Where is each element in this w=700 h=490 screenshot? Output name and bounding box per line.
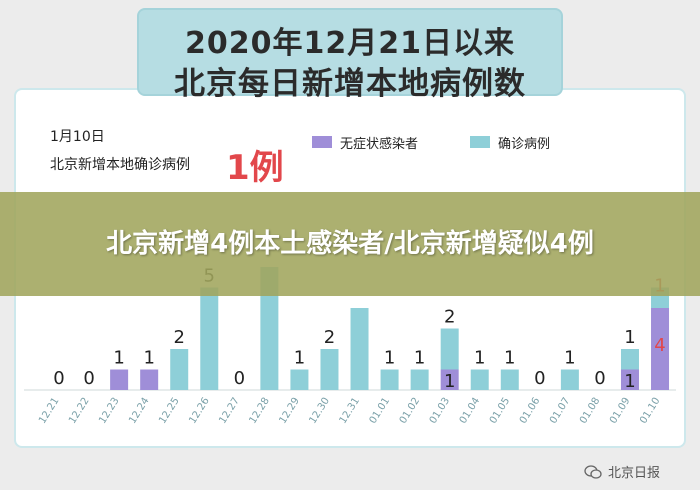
bar-confirmed <box>501 370 519 391</box>
x-tick-label: 01.08 <box>578 396 603 426</box>
x-tick-label: 12.24 <box>127 396 152 426</box>
headline-banner: 北京新增4例本土感染者/北京新增疑似4例 <box>0 192 700 296</box>
data-label: 1 <box>414 348 425 369</box>
x-tick-label: 12.21 <box>37 396 62 426</box>
data-label: 1 <box>113 348 124 369</box>
data-label: 1 <box>444 371 455 392</box>
x-tick-label: 12.25 <box>157 396 182 426</box>
data-label: 2 <box>324 327 335 348</box>
bar-asymptomatic <box>140 370 158 391</box>
bar-confirmed <box>200 288 218 391</box>
bar-confirmed <box>351 308 369 390</box>
x-tick-label: 01.09 <box>608 396 633 426</box>
x-tick-label: 12.28 <box>247 396 272 426</box>
bar-confirmed <box>411 370 429 391</box>
x-tick-label: 12.26 <box>187 396 212 426</box>
bar-confirmed <box>441 329 459 370</box>
wechat-icon <box>584 465 602 479</box>
bar-confirmed <box>561 370 579 391</box>
watermark-text: 北京日报 <box>608 462 660 481</box>
x-tick-label: 12.23 <box>97 396 122 426</box>
data-label: 1 <box>384 348 395 369</box>
bar-confirmed <box>320 349 338 390</box>
data-label: 1 <box>474 348 485 369</box>
data-label: 1 <box>624 371 635 392</box>
data-label: 0 <box>53 368 64 389</box>
x-tick-label: 01.06 <box>518 396 543 426</box>
x-tick-label: 12.29 <box>277 396 302 426</box>
data-label: 0 <box>83 368 94 389</box>
data-label: 1 <box>143 348 154 369</box>
data-label: 0 <box>534 368 545 389</box>
bar-confirmed <box>170 349 188 390</box>
headline-text: 北京新增4例本土感染者/北京新增疑似4例 <box>40 192 660 296</box>
data-label: 4 <box>654 335 665 356</box>
x-tick-label: 01.03 <box>428 396 453 426</box>
data-label: 2 <box>444 307 455 328</box>
watermark: 北京日报 <box>584 462 660 481</box>
data-label: 1 <box>504 348 515 369</box>
bar-confirmed <box>621 349 639 370</box>
bar-confirmed <box>290 370 308 391</box>
x-tick-label: 12.22 <box>67 396 92 426</box>
x-tick-label: 01.04 <box>458 396 483 426</box>
bar-confirmed <box>471 370 489 391</box>
data-label: 1 <box>624 327 635 348</box>
x-tick-label: 01.07 <box>548 396 573 426</box>
data-label: 2 <box>173 327 184 348</box>
x-tick-label: 01.05 <box>488 396 513 426</box>
x-tick-label: 12.30 <box>308 396 333 426</box>
x-tick-label: 01.10 <box>638 396 663 426</box>
data-label: 0 <box>594 368 605 389</box>
data-label: 1 <box>294 348 305 369</box>
x-tick-label: 12.27 <box>217 396 242 426</box>
x-tick-label: 01.02 <box>398 396 423 426</box>
data-label: 1 <box>564 348 575 369</box>
bar-confirmed <box>381 370 399 391</box>
x-tick-label: 01.01 <box>368 396 393 426</box>
x-tick-label: 12.31 <box>338 396 363 426</box>
bar-asymptomatic <box>110 370 128 391</box>
data-label: 0 <box>234 368 245 389</box>
